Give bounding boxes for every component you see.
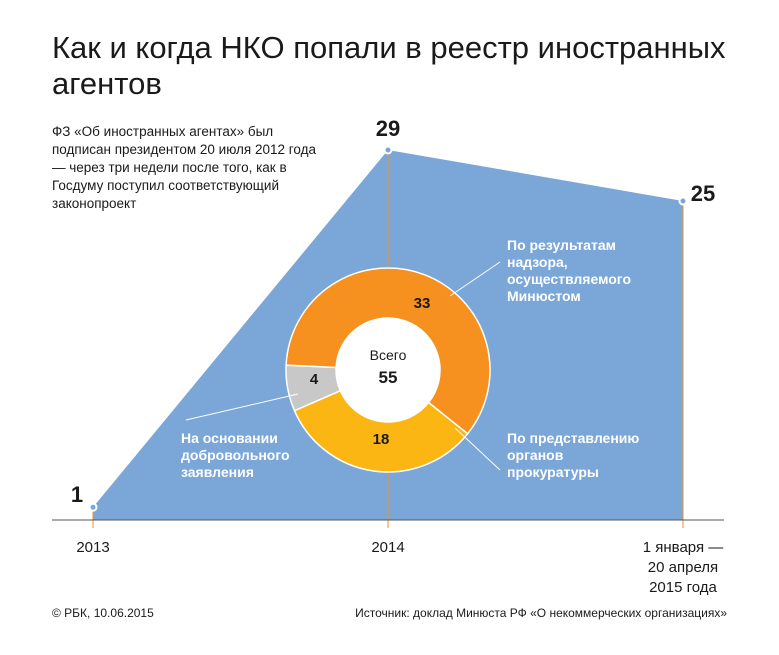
data-label-2: 25 xyxy=(691,181,715,206)
x-tick-label-2: 1 января —20 апреля 2015 года xyxy=(643,539,724,596)
donut-slice-label-1: По представлению органов прокуратуры xyxy=(507,430,639,480)
data-label-1: 29 xyxy=(376,116,400,141)
copyright: © РБК, 10.06.2015 xyxy=(52,606,154,620)
donut-slice-label-2: На основании добровольного заявления xyxy=(181,430,290,480)
x-tick-label-0: 2013 xyxy=(76,539,109,556)
source-text: доклад Минюста РФ «О некоммерческих орга… xyxy=(413,606,727,620)
data-point-1 xyxy=(383,145,393,155)
donut-value-0: 33 xyxy=(414,295,431,312)
donut-slice-label-0: По результатам надзора, осуществляемого Мин… xyxy=(507,237,631,304)
data-label-0: 1 xyxy=(71,482,83,507)
donut-center-label: Всего xyxy=(370,347,407,363)
leader-line-0 xyxy=(449,261,501,297)
data-point-2 xyxy=(678,196,688,206)
x-tick-label-1: 2014 xyxy=(371,539,404,556)
donut-value-1: 18 xyxy=(373,431,390,448)
source-label: Источник: xyxy=(355,606,410,620)
donut-value-2: 4 xyxy=(310,371,319,388)
page-title: Как и когда НКО попали в реестр иностран… xyxy=(52,30,726,101)
leader-line-1 xyxy=(454,427,501,471)
donut-hole xyxy=(336,318,440,422)
data-point-0 xyxy=(88,502,98,512)
donut-total: 55 xyxy=(379,368,398,387)
law-note: ФЗ «Об иностранных агентах» был подписан… xyxy=(52,124,316,211)
leader-line-2 xyxy=(185,393,299,421)
source: Источник: доклад Минюста РФ «О некоммерч… xyxy=(355,606,727,620)
